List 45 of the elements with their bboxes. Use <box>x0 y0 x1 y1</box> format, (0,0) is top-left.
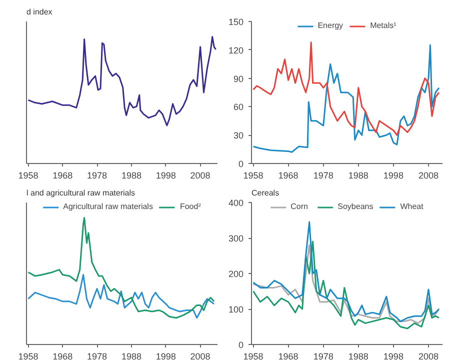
y-tick-label: 400 <box>228 198 244 208</box>
x-tick-label: 1958 <box>18 352 38 362</box>
legend-label: Metals¹ <box>370 21 396 30</box>
legend-label: Soybeans <box>338 202 374 211</box>
x-tick-label: 1968 <box>52 352 73 362</box>
x-tick-label: 1988 <box>121 352 142 362</box>
x-tick-label: 1988 <box>348 170 368 180</box>
x-tick-label: 1998 <box>156 352 176 362</box>
x-tick-label: 1988 <box>348 352 368 362</box>
x-tick-label: 1978 <box>87 352 108 362</box>
x-tick-label: 1958 <box>18 170 38 180</box>
y-tick-label: 300 <box>228 234 244 244</box>
legend-label: Agricultural raw materials <box>63 202 153 211</box>
x-tick-label: 1978 <box>313 170 334 180</box>
y-tick-label: 90 <box>233 74 244 84</box>
y-tick-label: 150 <box>228 17 244 27</box>
chart-title: d index <box>26 8 52 16</box>
y-tick-label: 0 <box>238 159 244 169</box>
x-tick-label: 2008 <box>418 352 438 362</box>
y-tick-label: 60 <box>233 102 244 112</box>
x-tick-label: 1998 <box>383 170 404 180</box>
y-tick-label: 0 <box>238 340 244 350</box>
x-tick-label: 2008 <box>190 170 210 180</box>
legend-label: Wheat <box>400 202 424 211</box>
x-tick-label: 1958 <box>243 170 264 180</box>
x-tick-label: 1968 <box>52 170 73 180</box>
chart-title: Cereals <box>252 188 280 198</box>
x-tick-label: 1998 <box>156 170 176 180</box>
x-tick-label: 1968 <box>278 352 298 362</box>
legend-label: Energy <box>318 21 344 30</box>
legend-label: Corn <box>290 202 309 211</box>
x-tick-label: 2008 <box>190 352 210 362</box>
y-tick-label: 200 <box>228 269 244 279</box>
y-tick-label: 120 <box>228 45 244 56</box>
x-tick-label: 1968 <box>278 170 298 180</box>
legend-label: Food² <box>180 202 201 211</box>
y-tick-label: 30 <box>233 130 244 141</box>
x-tick-label: 1978 <box>313 352 334 362</box>
x-tick-label: 1998 <box>383 352 404 362</box>
x-tick-label: 1988 <box>121 170 142 180</box>
x-tick-label: 1978 <box>87 170 108 180</box>
x-tick-label: 1958 <box>243 352 264 362</box>
chart-title: l and agricultural raw materials <box>26 188 135 198</box>
y-tick-label: 100 <box>228 304 244 314</box>
x-tick-label: 2008 <box>418 170 438 180</box>
